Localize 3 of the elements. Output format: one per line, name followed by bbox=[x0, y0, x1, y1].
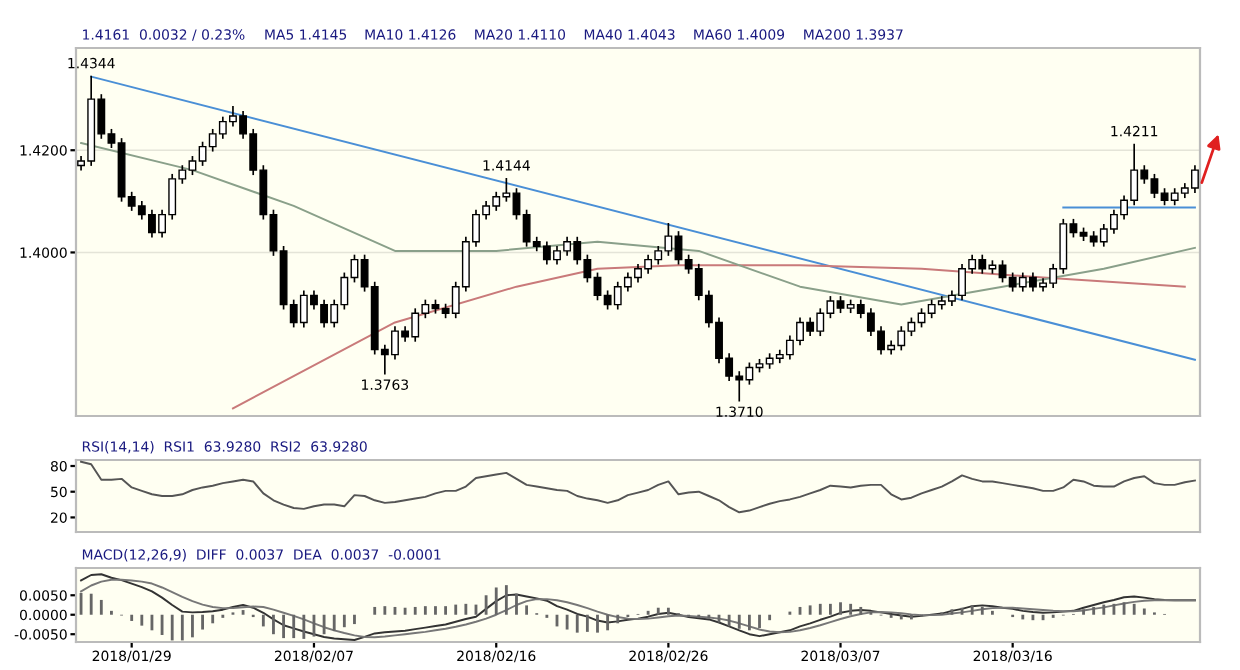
line-series bbox=[80, 460, 1196, 514]
line-series bbox=[80, 142, 1196, 306]
line-series bbox=[231, 264, 1186, 410]
